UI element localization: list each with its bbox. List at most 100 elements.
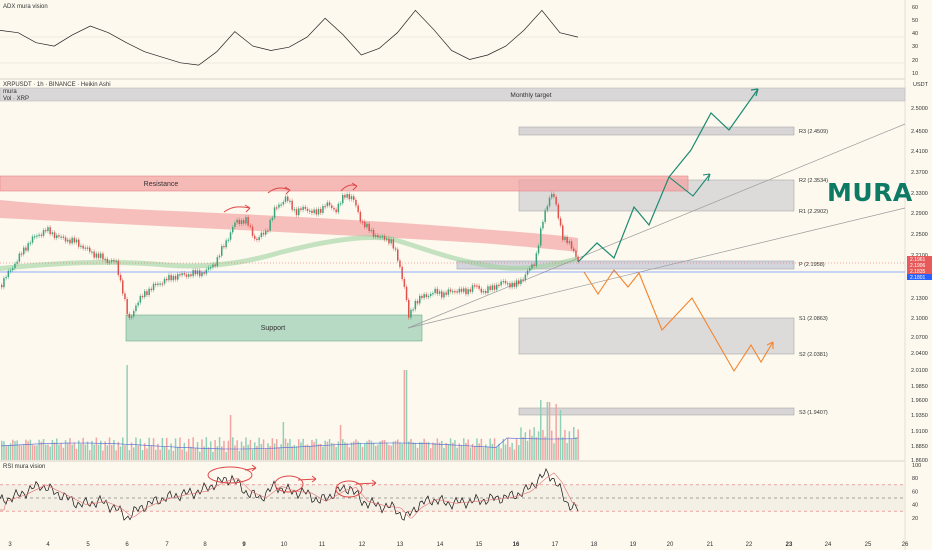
candle-body [394, 248, 397, 250]
volume-bar [344, 442, 346, 460]
candle-body [460, 288, 463, 292]
volume-bar [148, 437, 150, 460]
candle-body [562, 225, 564, 240]
rsi-tick-label: 100 [912, 463, 921, 469]
s3-box[interactable] [518, 407, 795, 416]
candle-body [245, 217, 247, 224]
volume-bar [159, 449, 161, 460]
candle-body [372, 229, 375, 237]
candle-body [229, 232, 232, 240]
candle-body [355, 199, 357, 206]
candle-body [423, 294, 425, 298]
candle-body [548, 197, 551, 207]
volume-bar [295, 446, 298, 460]
candle-body [504, 281, 507, 284]
x-tick-label: 12 [359, 542, 366, 548]
candle-body [9, 270, 12, 272]
candle-body [23, 247, 25, 255]
volume-bar [80, 443, 82, 460]
pivot-box[interactable] [456, 260, 795, 270]
candle-body [172, 275, 175, 281]
volume-bar [106, 445, 109, 460]
volume-bar [511, 442, 513, 460]
price-tick-label: 2.2900 [911, 211, 928, 217]
volume-bar [97, 444, 100, 460]
support-zone[interactable] [125, 314, 423, 342]
candle-body [251, 226, 254, 236]
candle-body [425, 294, 428, 298]
volume-ma-line [0, 437, 579, 450]
volume-bar [361, 447, 364, 460]
s1-s2-box[interactable] [518, 317, 795, 355]
candle-body [36, 235, 38, 237]
trend-line-upper [407, 123, 906, 329]
candle-body [320, 209, 322, 213]
volume-bar [317, 444, 320, 460]
candle-body [564, 237, 566, 240]
level-label: S3 (1.9407) [799, 410, 828, 416]
volume-bar [34, 445, 36, 460]
resistance-zone[interactable] [0, 175, 689, 192]
volume-bar [513, 449, 516, 460]
volume-bar [73, 442, 76, 460]
candle-body [47, 227, 49, 232]
volume-bar [291, 446, 293, 460]
candle-body [174, 275, 177, 280]
candle-body [300, 208, 302, 210]
adx-title: ADX mura vision [3, 4, 48, 10]
candle-body [478, 285, 480, 289]
candle-body [518, 280, 520, 285]
bull-projection-alt [668, 173, 711, 197]
candle-body [100, 253, 102, 258]
volume-bar [223, 440, 225, 460]
candle-body [221, 246, 223, 256]
candle-body [555, 196, 557, 205]
volume-bar [507, 437, 509, 460]
monthly-target-zone[interactable] [0, 87, 906, 102]
volume-bar [280, 444, 282, 460]
adx-tick-label: 50 [912, 18, 918, 24]
candle-body [476, 285, 478, 287]
volume-bar [430, 448, 432, 460]
x-tick-label: 4 [46, 542, 50, 548]
candle-body [515, 280, 518, 287]
volume-bar [64, 440, 67, 460]
volume-bar [267, 443, 269, 460]
candle-body [258, 237, 260, 240]
level-label: S2 (2.0381) [799, 352, 828, 358]
candle-body [91, 251, 93, 253]
price-tick-label: 2.0700 [911, 335, 928, 341]
candle-body [42, 230, 45, 236]
candle-body [309, 210, 311, 212]
candle-body [295, 209, 298, 216]
volume-bar [388, 444, 390, 460]
volume-bar [104, 441, 106, 460]
volume-bar [115, 450, 117, 460]
volume-bar [350, 442, 353, 460]
volume-bar [469, 447, 472, 460]
candle-body [188, 274, 190, 277]
candle-body [20, 253, 23, 255]
volume-bar [546, 402, 549, 460]
volume-bar [214, 440, 216, 460]
r3-box[interactable] [518, 126, 795, 136]
volume-bar [78, 440, 80, 460]
volume-bar [531, 435, 533, 460]
volume-bar [408, 441, 410, 460]
volume-bar [177, 446, 179, 460]
red-ma-ribbon [0, 200, 578, 252]
volume-bar [256, 445, 258, 460]
symbol-line: XRPUSDT · 1h · BINANCE · Heikin Ashi [3, 82, 111, 88]
x-tick-label: 17 [552, 542, 559, 548]
volume-bar [562, 437, 564, 460]
volume-bar [379, 441, 381, 460]
volume-bar [95, 437, 98, 460]
volume-bar [436, 438, 439, 460]
candle-body [573, 248, 575, 251]
candle-body [155, 283, 157, 286]
x-tick-label: 14 [437, 542, 444, 548]
bull-alt-arrowhead [702, 173, 711, 182]
candle-body [53, 232, 56, 239]
candle-body [157, 283, 159, 286]
